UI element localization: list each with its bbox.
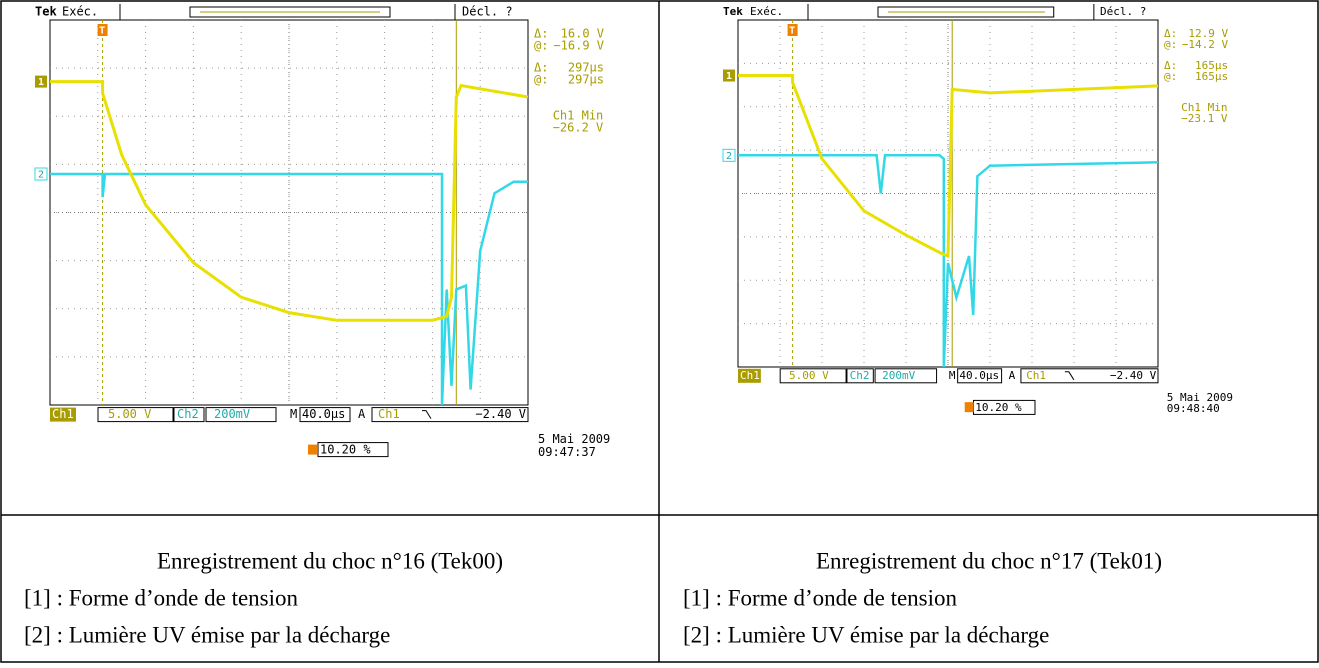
brand: Tek	[35, 5, 57, 19]
caption-title: Enregistrement du choc n°17 (Tek01)	[816, 548, 1162, 573]
ch2-label: Ch2	[850, 369, 870, 382]
trigger-source: Ch1	[1026, 369, 1046, 382]
readout-label: @:	[534, 73, 548, 87]
ch2-scale: 200mV	[882, 369, 915, 382]
readout-value: 165µs	[1195, 70, 1228, 83]
readout-label: @:	[1164, 38, 1177, 51]
brand: Tek	[723, 5, 743, 18]
readout-label: @:	[534, 39, 548, 53]
trigger-marker: T	[789, 26, 795, 37]
ch2-scale: 200mV	[214, 407, 250, 421]
trigger-state: Décl. ?	[462, 5, 513, 19]
ch1-label: Ch1	[52, 407, 74, 421]
readout-label: @:	[1164, 70, 1177, 83]
page: TekExéc.Décl. ?T12Δ:16.0 V@:−16.9 VΔ:297…	[0, 0, 1319, 663]
run-status: Exéc.	[750, 5, 783, 18]
ch2-label: Ch2	[177, 407, 199, 421]
ch1-label: Ch1	[740, 369, 760, 382]
trigger-position: 10.20 %	[320, 443, 371, 457]
caption-title: Enregistrement du choc n°16 (Tek00)	[157, 548, 503, 573]
ch2-marker: 2	[38, 170, 44, 181]
trigger-level: −2.40 V	[1110, 369, 1157, 382]
readout-value: −16.9 V	[553, 39, 604, 53]
trigger-position-icon	[965, 402, 974, 412]
timebase-label: M	[949, 369, 956, 382]
trigger-position-icon	[308, 445, 317, 455]
min-value: −23.1 V	[1181, 112, 1228, 125]
timebase: 40.0µs	[302, 407, 345, 421]
caption-line: [1] : Forme d’onde de tension	[24, 585, 299, 610]
caption-line: [1] : Forme d’onde de tension	[683, 585, 958, 610]
trigger-state: Décl. ?	[1100, 5, 1146, 18]
trigger-position: 10.20 %	[975, 401, 1022, 414]
ch1-scale: 5.00 V	[108, 407, 151, 421]
time: 09:48:40	[1167, 402, 1220, 415]
trigger-source: Ch1	[378, 407, 400, 421]
trigger-mode: A	[1009, 369, 1016, 382]
caption-line: [2] : Lumière UV émise par la décharge	[24, 622, 390, 647]
trigger-marker: T	[99, 26, 105, 37]
readout-value: −14.2 V	[1182, 38, 1229, 51]
time: 09:47:37	[538, 445, 596, 459]
timebase: 40.0µs	[959, 369, 999, 382]
trigger-mode: A	[358, 407, 366, 421]
ch1-scale: 5.00 V	[789, 369, 829, 382]
ch2-marker: 2	[726, 151, 732, 162]
timebase-label: M	[290, 407, 297, 421]
caption-line: [2] : Lumière UV émise par la décharge	[683, 622, 1049, 647]
min-value: −26.2 V	[553, 121, 604, 135]
run-status: Exéc.	[62, 5, 98, 19]
ch1-marker: 1	[726, 71, 732, 82]
trigger-level: −2.40 V	[475, 407, 526, 421]
readout-value: 297µs	[568, 73, 604, 87]
ch1-marker: 1	[38, 77, 44, 88]
date: 5 Mai 2009	[538, 432, 610, 446]
